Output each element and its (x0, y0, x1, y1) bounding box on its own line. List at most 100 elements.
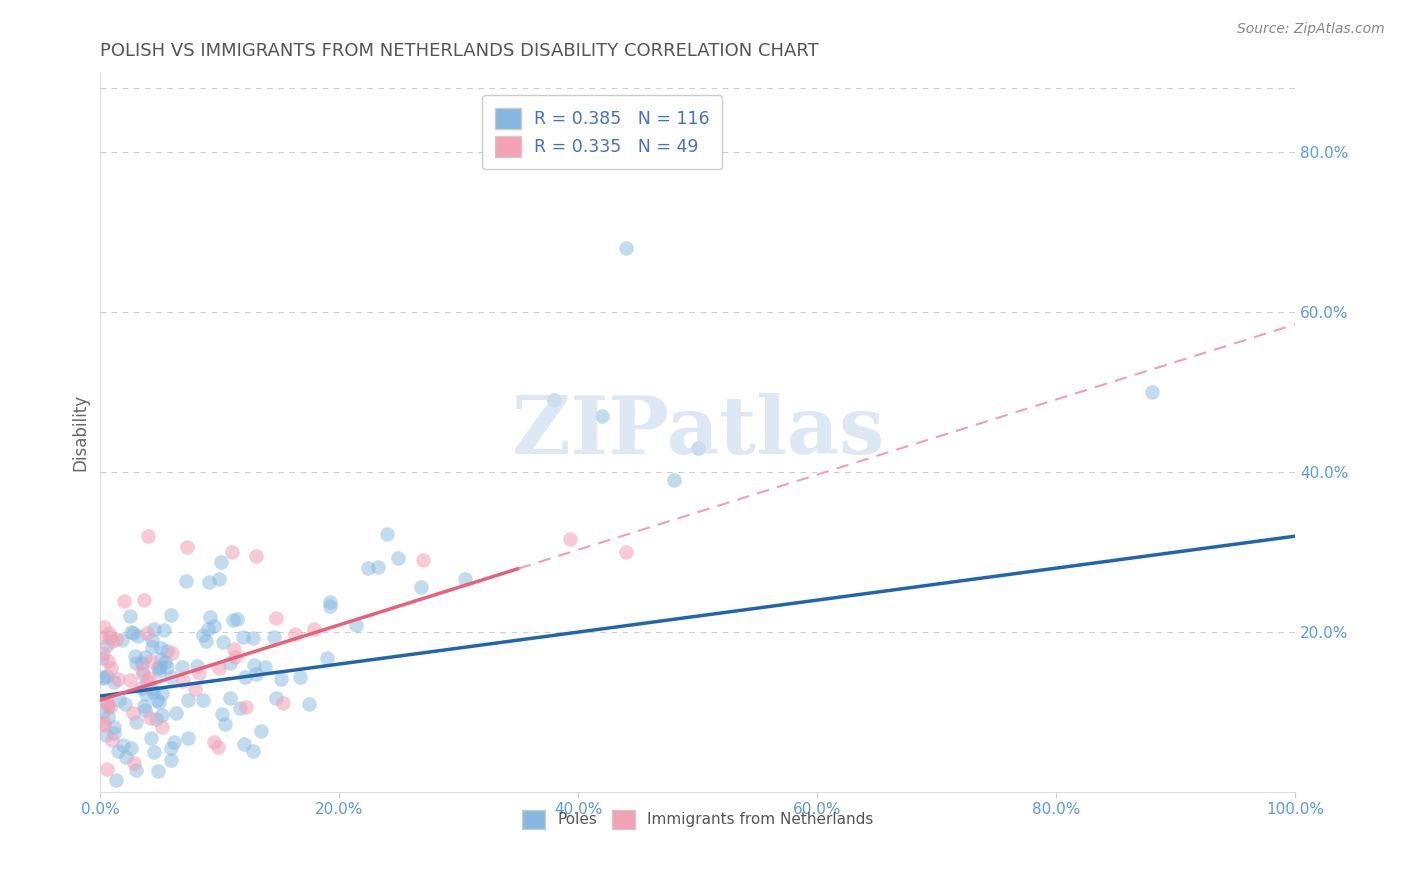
Point (1140, 385, 1163, 400)
Point (235, 700, 257, 714)
Point (229, 700, 252, 714)
Point (412, 553, 434, 567)
Point (141, 640, 163, 654)
Point (686, 441, 709, 455)
Point (222, 613, 245, 627)
Point (614, 545, 637, 559)
Point (91, 646, 114, 660)
Point (165, 706, 187, 720)
Text: Source: ZipAtlas.com: Source: ZipAtlas.com (1237, 22, 1385, 37)
Point (242, 632, 264, 646)
Point (108, 693, 131, 707)
Point (195, 634, 218, 648)
Point (97, 654, 120, 668)
Point (177, 693, 200, 707)
Point (271, 696, 294, 710)
Point (153, 655, 176, 669)
Point (221, 545, 243, 559)
Point (202, 734, 225, 748)
Point (662, 473, 685, 487)
Point (233, 737, 256, 751)
Point (142, 623, 165, 637)
Point (357, 561, 380, 575)
Point (101, 732, 124, 747)
Point (319, 599, 342, 613)
Point (136, 529, 159, 543)
Point (214, 717, 236, 731)
Point (160, 646, 183, 660)
Point (129, 681, 152, 695)
Point (138, 671, 160, 685)
Point (202, 619, 225, 633)
Point (145, 712, 167, 726)
Point (131, 664, 153, 678)
Point (103, 726, 125, 740)
Point (184, 682, 207, 697)
Point (107, 672, 129, 686)
Point (304, 622, 326, 636)
Point (134, 703, 156, 717)
Point (243, 657, 266, 672)
Point (136, 626, 159, 640)
Point (148, 664, 170, 678)
Point (233, 670, 256, 684)
Point (100, 661, 122, 675)
Point (409, 580, 432, 594)
Point (266, 690, 288, 705)
Point (298, 697, 321, 711)
Point (152, 686, 174, 700)
Text: POLISH VS IMMIGRANTS FROM NETHERLANDS DISABILITY CORRELATION CHART: POLISH VS IMMIGRANTS FROM NETHERLANDS DI… (100, 42, 820, 60)
Point (163, 735, 186, 749)
Point (91, 705, 114, 719)
Point (218, 691, 240, 706)
Point (101, 633, 124, 648)
Point (318, 595, 340, 609)
Point (543, 393, 565, 408)
Point (121, 626, 143, 640)
Point (207, 661, 229, 675)
Point (124, 714, 146, 729)
Point (160, 753, 183, 767)
Point (226, 612, 249, 626)
Point (375, 527, 398, 541)
Point (105, 632, 128, 646)
Point (211, 707, 233, 722)
Point (177, 731, 200, 746)
Point (160, 608, 183, 623)
Point (93, 671, 115, 685)
Point (242, 744, 264, 758)
Point (153, 623, 176, 637)
Point (170, 659, 193, 673)
Point (212, 635, 235, 649)
Point (149, 652, 172, 666)
Point (115, 750, 138, 764)
Point (114, 697, 136, 711)
Point (93, 718, 115, 732)
Point (148, 695, 170, 709)
Point (264, 611, 287, 625)
Point (245, 549, 267, 563)
Point (367, 560, 389, 574)
Legend: Poles, Immigrants from Netherlands: Poles, Immigrants from Netherlands (516, 804, 880, 835)
Point (125, 764, 148, 778)
Point (150, 707, 173, 722)
Point (263, 630, 285, 644)
Point (139, 711, 162, 725)
Point (209, 555, 232, 569)
Point (96, 698, 118, 712)
Point (124, 649, 146, 664)
Point (176, 540, 198, 554)
Point (218, 656, 240, 670)
Point (160, 741, 183, 756)
Point (131, 667, 153, 681)
Point (197, 622, 219, 636)
Point (288, 669, 311, 683)
Point (120, 608, 142, 623)
Point (132, 698, 155, 713)
Point (558, 532, 581, 546)
Point (90, 651, 112, 665)
Point (141, 681, 163, 695)
Point (186, 659, 208, 673)
Point (160, 670, 183, 684)
Point (96, 710, 118, 724)
